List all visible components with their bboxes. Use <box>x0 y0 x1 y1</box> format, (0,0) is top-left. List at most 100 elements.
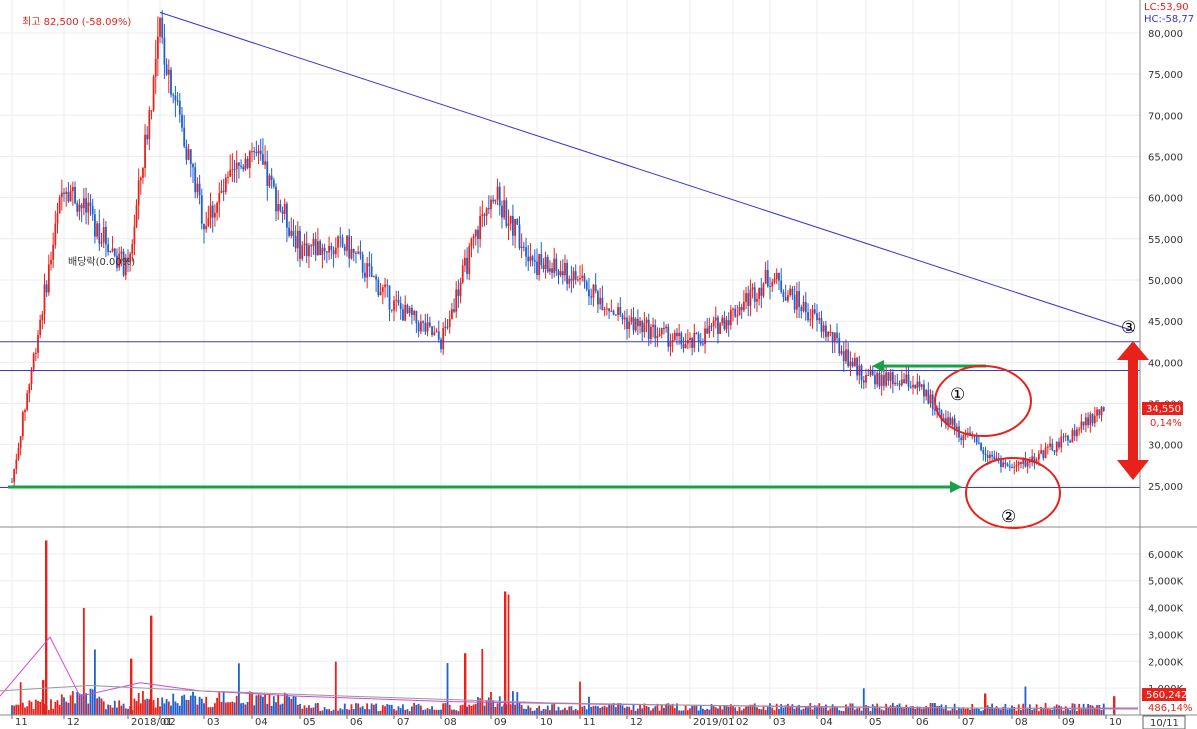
volume-bar <box>494 706 497 715</box>
volume-bar <box>860 710 863 715</box>
candle-body <box>424 322 427 332</box>
volume-bar <box>564 707 566 715</box>
volume-bar <box>840 710 843 715</box>
candle-body <box>453 309 455 312</box>
volume-bar <box>758 708 761 715</box>
volume-bar <box>533 710 536 715</box>
x-tick-label: 03 <box>207 717 220 728</box>
candle-body <box>93 214 96 237</box>
candle-body <box>124 257 127 276</box>
volume-bar <box>678 710 681 715</box>
volume-bar <box>619 703 622 715</box>
candle-body <box>281 210 284 214</box>
volume-bar <box>227 702 229 715</box>
volume-bar <box>357 703 360 715</box>
volume-bar <box>312 707 315 715</box>
candle-body <box>813 309 816 314</box>
volume-bar <box>969 709 971 715</box>
candle-body <box>251 151 253 153</box>
candle-body <box>747 293 750 306</box>
volume-bar <box>549 710 551 715</box>
candle-body <box>764 269 767 284</box>
candle-body <box>98 223 101 244</box>
volume-bar <box>825 704 827 715</box>
annotations: ① ② ③ <box>8 318 1149 529</box>
volume-bar <box>299 703 301 715</box>
volume-bar <box>964 708 967 715</box>
candle-body <box>809 319 812 321</box>
candle-body <box>386 284 389 286</box>
volume-bar <box>220 701 223 715</box>
candle-body <box>1080 421 1083 430</box>
candle-body <box>395 299 398 301</box>
volume-bar <box>111 707 114 715</box>
volume-bar <box>487 697 490 715</box>
candle-body <box>133 226 136 245</box>
volume-bar <box>669 705 672 715</box>
candle-body <box>105 227 107 245</box>
candle-body <box>377 279 380 296</box>
candle-body <box>187 149 190 160</box>
volume-bar <box>1037 711 1040 715</box>
x-tick-label: 08 <box>444 717 457 728</box>
candle-body <box>266 161 269 186</box>
volume-bar <box>732 706 734 715</box>
volume-bar <box>203 703 205 715</box>
candle-body <box>17 447 20 460</box>
candle-body <box>702 343 704 345</box>
volume-bar <box>148 699 151 715</box>
volume-bar <box>856 708 858 715</box>
candle-body <box>643 323 646 333</box>
candle-body <box>368 263 371 267</box>
candle-body <box>34 352 37 354</box>
candle-body <box>876 372 879 385</box>
volume-bar <box>428 709 431 715</box>
volume-bar <box>1011 705 1013 715</box>
volume-bar <box>163 703 166 715</box>
candle-body <box>923 384 925 397</box>
volume-bar <box>520 705 523 715</box>
candle-body <box>1051 443 1054 451</box>
volume-bar <box>251 692 253 715</box>
candle-body <box>490 199 492 210</box>
volume-bar <box>719 705 721 715</box>
candle-body <box>393 300 395 311</box>
volume-bar <box>773 710 776 715</box>
volume-bar <box>317 702 319 715</box>
candle-body <box>773 279 776 283</box>
candle-body <box>1000 459 1002 468</box>
candle-body <box>461 265 464 283</box>
volume-bar <box>279 704 282 715</box>
volume-bar <box>483 705 486 715</box>
candle-body <box>198 183 201 196</box>
volume-bar <box>802 708 805 715</box>
candle-body <box>350 248 353 259</box>
candle-body <box>784 297 787 301</box>
volume-bar <box>960 708 963 715</box>
x-tick-label: 2018/01 <box>131 717 173 728</box>
candle-body <box>422 321 424 323</box>
volume-bar <box>993 707 996 715</box>
volume-tick-label: 3,000K <box>1148 630 1184 641</box>
candle-body <box>583 275 586 282</box>
volume-bar <box>366 703 369 715</box>
candle-body <box>885 372 888 386</box>
candle-body <box>229 169 232 177</box>
volume-bar <box>93 649 96 715</box>
candle-body <box>663 327 665 329</box>
volume-tick-label: 5,000K <box>1148 577 1184 588</box>
candle-body <box>912 384 914 388</box>
volume-bar <box>614 707 617 715</box>
volume-bar <box>787 703 789 715</box>
candle-body <box>862 380 865 383</box>
candle-body <box>1035 459 1038 464</box>
candle-body <box>233 169 236 171</box>
volume-bar <box>804 706 807 715</box>
candle-body <box>74 186 76 204</box>
volume-bar <box>242 702 245 715</box>
volume-bar <box>942 708 945 715</box>
volume-bar <box>328 709 330 715</box>
candle-body <box>585 281 588 290</box>
candle-body <box>334 247 337 255</box>
candle-body <box>308 245 310 257</box>
